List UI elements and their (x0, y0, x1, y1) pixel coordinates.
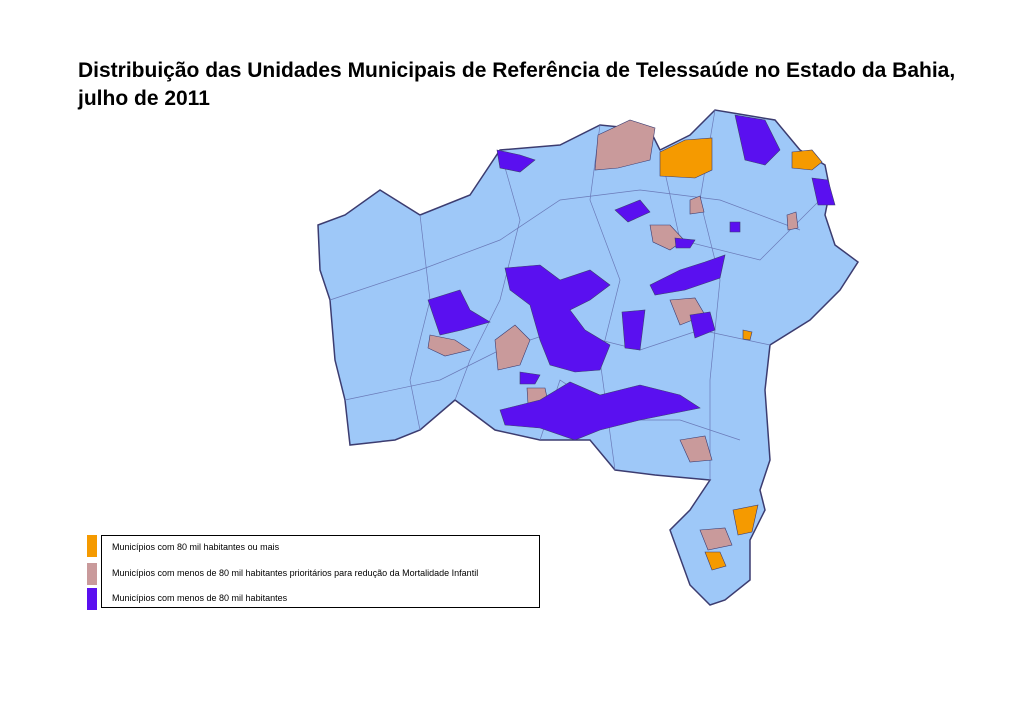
legend-label: Municípios com 80 mil habitantes ou mais (112, 542, 280, 552)
legend-label: Municípios com menos de 80 mil habitante… (112, 568, 479, 578)
title: Distribuição das Unidades Municipais de … (78, 59, 956, 110)
legend: Municípios com 80 mil habitantes ou mais… (101, 535, 540, 608)
legend-swatch (87, 588, 97, 610)
purple-municipalities (427, 114, 836, 441)
legend-label: Municípios com menos de 80 mil habitante… (112, 593, 288, 603)
orange-municipalities (659, 137, 823, 571)
legend-swatch (87, 563, 97, 585)
legend-swatch (87, 535, 97, 557)
pink-municipalities (427, 119, 799, 551)
